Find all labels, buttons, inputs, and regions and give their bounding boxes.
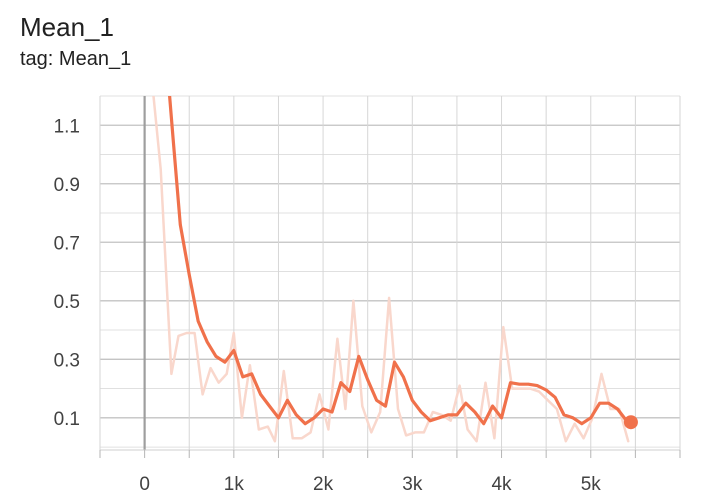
y-tick-label: 0.9	[54, 175, 80, 196]
last-point-marker	[623, 415, 638, 430]
series-layer	[152, 96, 630, 443]
chart-title: Mean_1	[20, 12, 114, 42]
y-tick-label: 0.1	[54, 409, 80, 430]
smoothed-series-line	[168, 96, 629, 426]
x-tick-label: 0	[139, 474, 150, 495]
y-tick-label: 1.1	[54, 116, 80, 137]
tick-labels: 0.1 0.3 0.5 0.7 0.9 1.1 0 1k 2k 3k 4k 5k	[54, 116, 602, 495]
x-tick-label: 4k	[491, 474, 512, 495]
axes	[99, 96, 681, 458]
grid	[99, 95, 681, 450]
chart-subtitle: tag: Mean_1	[20, 48, 132, 70]
x-tick-label: 2k	[313, 474, 334, 495]
y-tick-label: 0.5	[54, 292, 80, 313]
x-tick-label: 5k	[581, 474, 602, 495]
x-tick-label: 3k	[402, 474, 423, 495]
x-tick-label: 1k	[224, 474, 245, 495]
raw-series-line	[152, 96, 630, 443]
y-tick-label: 0.3	[54, 350, 80, 371]
y-tick-label: 0.7	[54, 233, 80, 254]
